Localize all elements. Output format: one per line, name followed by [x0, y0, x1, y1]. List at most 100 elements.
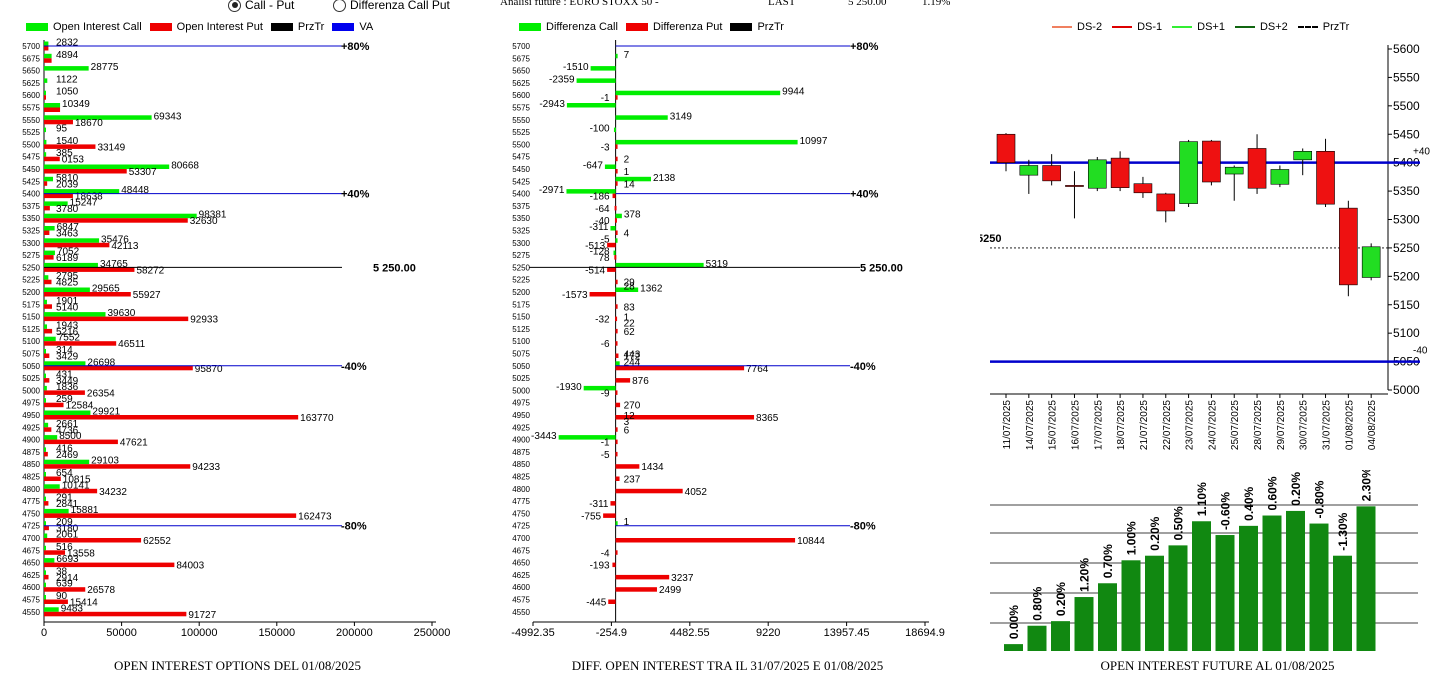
diff-strike-label: 5300 — [512, 239, 530, 248]
oi-strike-label: 5675 — [22, 54, 40, 63]
diff-put-bar — [615, 402, 621, 408]
oi-call-bar — [44, 521, 46, 526]
oi-put-label: 6189 — [56, 253, 79, 264]
oi-call-bar — [44, 398, 46, 403]
radio-differenza[interactable]: Differenza Call Put — [333, 0, 450, 12]
diff-strike-label: 4725 — [512, 522, 530, 531]
radio-differenza-label: Differenza Call Put — [350, 0, 450, 12]
legend-diff-put: Differenza Put — [652, 21, 723, 33]
oi-put-bar — [44, 513, 297, 518]
oi-strike-label: 5375 — [22, 202, 40, 211]
diff-strike-label: 4575 — [512, 596, 530, 605]
diff-strike-label: 4950 — [512, 411, 530, 420]
diff-level-label: -40% — [850, 361, 876, 373]
oi-strike-label: 5325 — [22, 227, 40, 236]
oi-put-label: 55927 — [133, 290, 161, 301]
diff-call-label: 244 — [624, 357, 641, 368]
candle-date-label: 30/07/2025 — [1299, 400, 1310, 450]
oi-call-label: 35476 — [101, 234, 129, 245]
diff-call-bar — [583, 385, 616, 391]
diff-put-bar — [615, 341, 618, 346]
diff-put-label: -513 — [585, 241, 605, 252]
diff-put-label: 1 — [624, 167, 630, 178]
diff-strike-label: 5075 — [512, 350, 530, 359]
oi-call-bar — [44, 90, 46, 96]
oi-call-label: 1943 — [56, 320, 79, 331]
oi-put-bar — [44, 451, 48, 457]
diff-put-bar — [615, 279, 618, 285]
diff-strike-label: 4625 — [512, 571, 530, 580]
diff-strike-label: 5525 — [512, 128, 530, 137]
oi-put-label: 3429 — [56, 352, 79, 363]
oi-put-bar — [44, 304, 52, 309]
oi-put-label: 18670 — [75, 118, 103, 129]
oi-call-bar — [44, 201, 68, 206]
oi-put-label: 0153 — [62, 155, 85, 166]
oi-call-label: 1050 — [56, 87, 79, 98]
oi-strike-label: 5600 — [22, 91, 40, 100]
candle-body — [1293, 151, 1313, 161]
oi-put-label: 42113 — [111, 241, 139, 252]
oi-strike-label: 4775 — [22, 497, 40, 506]
diff-put-bar — [615, 304, 618, 309]
oi-put-bar — [44, 599, 68, 604]
future-bar — [1239, 525, 1258, 651]
candle-body — [1110, 157, 1130, 188]
diff-call-label: 3149 — [670, 111, 693, 122]
oi-strike-label: 5025 — [22, 374, 40, 383]
diff-strike-label: 5150 — [512, 313, 530, 322]
oi-call-label: 6847 — [57, 222, 80, 233]
diff-put-label: -6 — [601, 339, 610, 350]
oi-call-bar — [44, 262, 98, 268]
future-title: OPEN INTEREST FUTURE AL 01/08/2025 — [1100, 658, 1335, 673]
oi-put-label: 3180 — [56, 524, 79, 535]
diff-put-bar — [615, 144, 618, 149]
diff-call-label: 1362 — [640, 284, 663, 295]
oi-put-label: 13558 — [67, 548, 95, 559]
diff-strike-label: 4675 — [512, 546, 530, 555]
diff-put-label: -445 — [586, 598, 606, 609]
oi-call-label: 10141 — [62, 480, 90, 491]
oi-call-label: 4894 — [56, 50, 79, 61]
candle-body — [1019, 165, 1039, 176]
diff-put-bar — [607, 267, 616, 272]
oi-put-bar — [44, 550, 66, 555]
oi-put-bar — [44, 144, 96, 149]
oi-put-label: 2469 — [56, 450, 79, 461]
oi-put-label: 94233 — [192, 462, 220, 473]
diff-put-bar — [615, 550, 618, 555]
diff-put-bar — [610, 501, 616, 506]
diff-put-bar — [615, 476, 620, 481]
oi-call-bar — [44, 435, 58, 440]
legend-candle-prztr: PrzTr — [1322, 21, 1350, 33]
future-bar-label: 0.00% — [1007, 605, 1021, 639]
oi-level-label: -80% — [341, 521, 367, 533]
oi-call-bar — [44, 115, 152, 120]
oi-strike-label: 5100 — [22, 337, 40, 346]
diff-strike-label: 5250 — [512, 263, 530, 272]
legend-oi-prztr: PrzTr — [297, 21, 325, 33]
candle-chart: 5600555055005450540053505300525052005150… — [980, 42, 1430, 450]
oi-call-bar — [44, 447, 46, 452]
diff-call-bar — [615, 90, 781, 96]
radio-call-put[interactable]: Call - Put — [228, 0, 294, 12]
diff-put-label: 4 — [624, 229, 630, 240]
diff-call-label: 1 — [624, 517, 630, 528]
oi-strike-label: 4625 — [22, 571, 40, 580]
oi-strike-label: 4550 — [22, 608, 40, 617]
oi-put-bar — [44, 205, 50, 211]
diff-put-bar — [615, 427, 618, 432]
last-change: 1.19% — [922, 0, 951, 8]
oi-call-bar — [44, 373, 46, 379]
oi-call-label: 6693 — [56, 554, 79, 565]
oi-call-label: 2661 — [56, 419, 79, 430]
oi-put-label: 84003 — [176, 561, 204, 572]
oi-strike-label: 5575 — [22, 104, 40, 113]
diff-strike-label: 4800 — [512, 485, 530, 494]
future-bar — [1121, 560, 1141, 651]
diff-call-bar — [615, 213, 622, 219]
diff-strike-label: 5575 — [512, 104, 530, 113]
oi-strike-label: 4600 — [22, 583, 40, 592]
oi-put-label: 2841 — [56, 499, 79, 510]
oi-call-bar — [44, 164, 170, 169]
